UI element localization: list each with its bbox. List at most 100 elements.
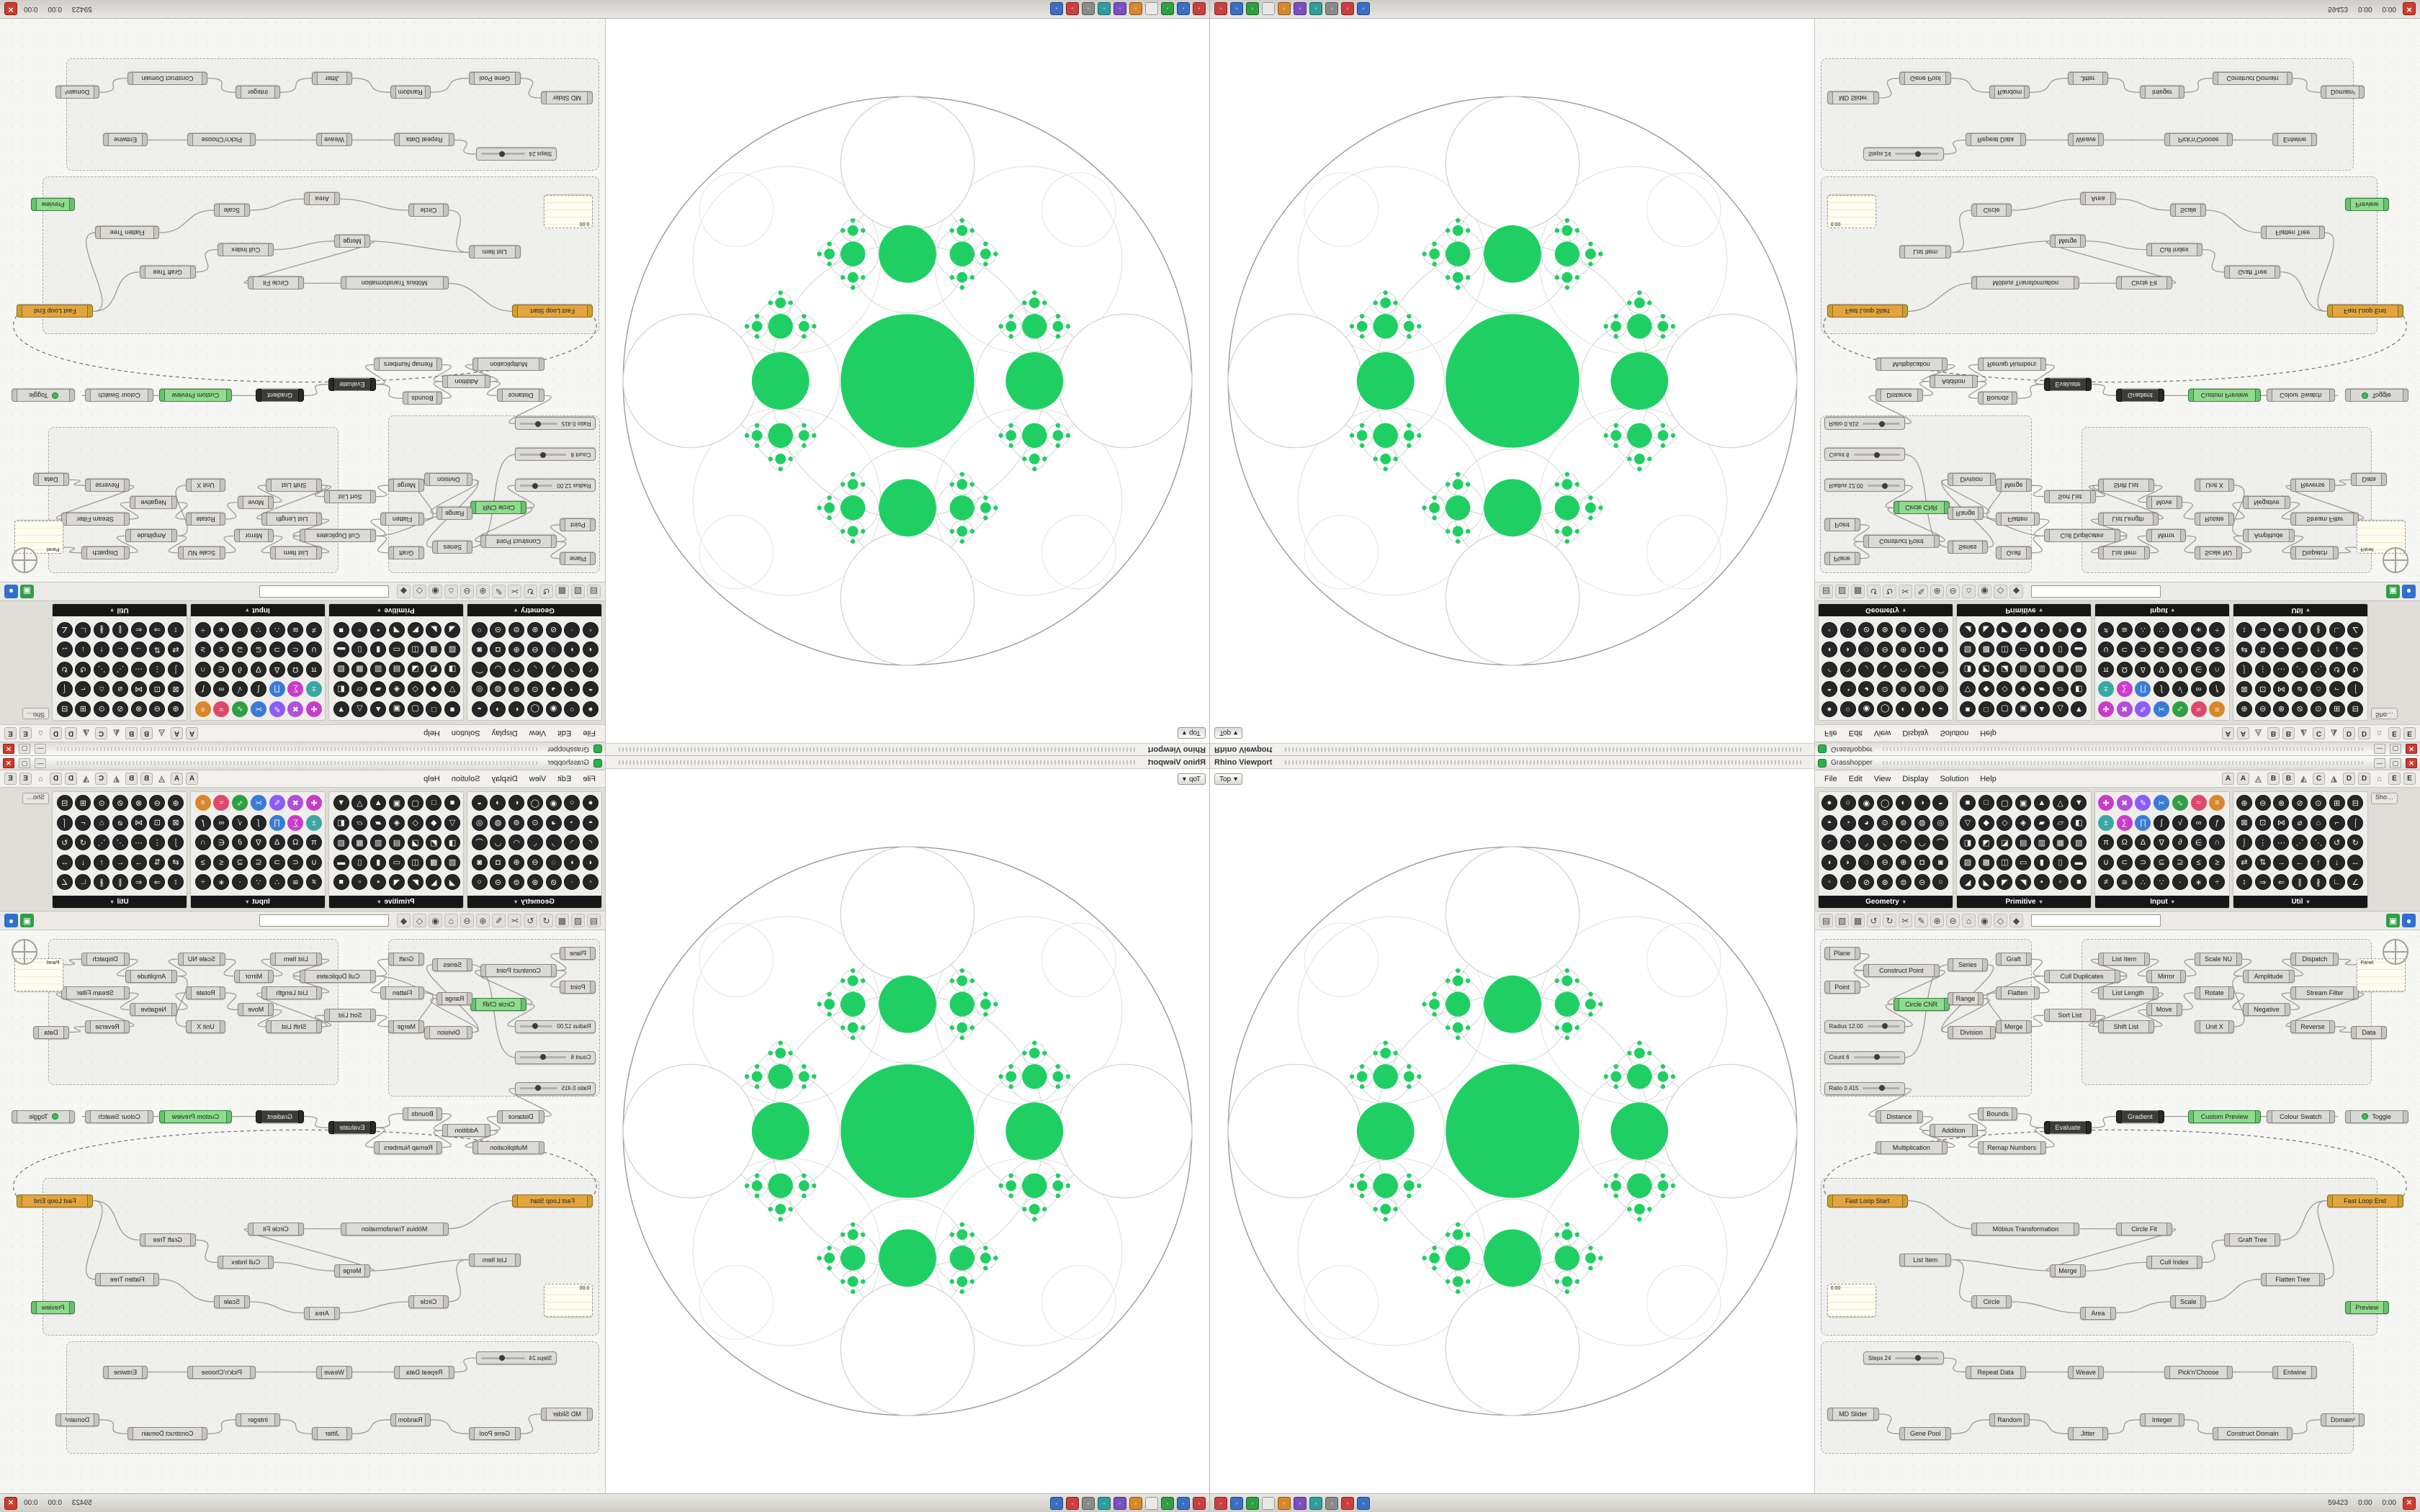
- component-node[interactable]: Division: [424, 473, 473, 487]
- slider-knob[interactable]: [1881, 1023, 1888, 1030]
- zoom-extents-icon[interactable]: ⌂: [444, 585, 458, 598]
- component-icon[interactable]: ◗: [1839, 854, 1856, 870]
- component-icon[interactable]: ⌒: [1932, 834, 1949, 851]
- component-icon[interactable]: ≤: [213, 854, 230, 870]
- component-node[interactable]: Reverse: [85, 479, 130, 492]
- component-icon[interactable]: ∪: [306, 854, 322, 870]
- component-node[interactable]: Entwine: [103, 1365, 148, 1379]
- component-icon[interactable]: □: [426, 701, 442, 717]
- component-icon[interactable]: ▪: [2033, 874, 2050, 891]
- component-icon[interactable]: ◎: [471, 681, 488, 698]
- component-icon[interactable]: ◔: [564, 681, 581, 698]
- close-button[interactable]: ✕: [2406, 744, 2417, 755]
- component-icon[interactable]: ⊡: [2254, 814, 2271, 831]
- number-slider-node[interactable]: Count 6: [1824, 1050, 1905, 1064]
- component-icon[interactable]: ⊘: [545, 874, 562, 891]
- component-icon[interactable]: ■: [333, 621, 349, 638]
- viewport-view-tab[interactable]: Top ▾: [1214, 727, 1243, 739]
- component-node[interactable]: Circle Fit: [2116, 276, 2172, 290]
- component-icon[interactable]: ⊘: [1858, 874, 1875, 891]
- component-node[interactable]: Möbius Transformation: [1971, 1222, 2080, 1236]
- cut-icon[interactable]: ✂: [1899, 914, 1912, 927]
- component-icon[interactable]: ∞: [213, 681, 230, 698]
- number-slider-node[interactable]: Ratio 0.415: [1824, 417, 1905, 431]
- zoom-in-icon[interactable]: ⊕: [476, 914, 490, 927]
- zoom-out-icon[interactable]: ⊖: [460, 585, 474, 598]
- component-node[interactable]: Circle Fit: [248, 1222, 304, 1236]
- component-icon[interactable]: ≅: [2116, 874, 2133, 891]
- component-icon[interactable]: ⊕: [508, 642, 525, 658]
- component-node[interactable]: Move: [238, 1003, 274, 1017]
- component-icon[interactable]: ▤: [2015, 834, 2032, 851]
- component-icon[interactable]: ▫: [2052, 874, 2069, 891]
- component-icon[interactable]: π: [2098, 661, 2114, 678]
- tab-letter-d[interactable]: D: [65, 773, 77, 785]
- component-node[interactable]: Cull Index: [2146, 1256, 2202, 1269]
- component-node[interactable]: Domain²: [2321, 86, 2365, 99]
- component-node[interactable]: Unit X: [2194, 1020, 2235, 1033]
- component-node[interactable]: Merge: [388, 1020, 425, 1033]
- taskbar-close-icon[interactable]: ✕: [4, 2, 17, 16]
- component-node[interactable]: Amplitude: [2242, 969, 2295, 983]
- component-icon[interactable]: ◍: [1914, 814, 1930, 831]
- component-icon[interactable]: ▱: [2052, 681, 2069, 698]
- tab-letter-a[interactable]: A: [171, 773, 183, 785]
- component-node[interactable]: Evaluate: [328, 1121, 377, 1135]
- taskbar-app-purple[interactable]: ◦: [1113, 1496, 1126, 1510]
- component-icon[interactable]: ◉: [545, 701, 562, 717]
- component-node[interactable]: List Length: [261, 986, 323, 999]
- component-icon[interactable]: ▫: [2052, 621, 2069, 638]
- slider-track[interactable]: [481, 151, 525, 158]
- component-icon[interactable]: ◆: [1978, 681, 1994, 698]
- component-node[interactable]: Multiplication: [472, 1140, 545, 1154]
- menu-item-view[interactable]: View: [529, 774, 547, 783]
- component-node[interactable]: Unit X: [185, 479, 226, 492]
- component-node[interactable]: Data: [32, 1025, 69, 1039]
- component-node[interactable]: Preview: [2344, 198, 2389, 212]
- component-icon[interactable]: ■: [2071, 621, 2087, 638]
- component-node[interactable]: Stream Filter: [2290, 986, 2360, 999]
- component-icon[interactable]: ⊡: [2254, 681, 2271, 698]
- component-node[interactable]: Pick'n'Choose: [2164, 1365, 2233, 1379]
- component-icon[interactable]: ⊠: [2236, 814, 2252, 831]
- component-node[interactable]: Pick'n'Choose: [187, 133, 256, 147]
- component-node[interactable]: Data: [2351, 1025, 2388, 1039]
- component-icon[interactable]: ◦: [1821, 621, 1837, 638]
- component-icon[interactable]: ÷: [2209, 874, 2226, 891]
- component-icon[interactable]: ⋯: [2273, 661, 2290, 678]
- component-icon[interactable]: ■: [1960, 701, 1976, 717]
- new-file-icon[interactable]: ▤: [1819, 585, 1833, 598]
- component-icon[interactable]: ◑: [490, 701, 506, 717]
- component-icon[interactable]: ▯: [2052, 854, 2069, 870]
- component-icon[interactable]: ▽: [1960, 681, 1976, 698]
- component-icon[interactable]: ▨: [1960, 854, 1976, 870]
- component-icon[interactable]: ⊠: [2236, 681, 2252, 698]
- component-icon[interactable]: □: [1978, 701, 1994, 717]
- component-icon[interactable]: ▰: [2033, 814, 2050, 831]
- sketch-icon[interactable]: ✎: [1914, 585, 1928, 598]
- open-file-icon[interactable]: ▧: [1835, 914, 1849, 927]
- component-icon[interactable]: ◎: [1932, 814, 1949, 831]
- component-icon[interactable]: ▬: [2071, 854, 2087, 870]
- component-node[interactable]: Graft: [388, 546, 425, 559]
- component-icon[interactable]: ∦: [94, 621, 110, 638]
- tab-letter-e[interactable]: E: [4, 773, 17, 785]
- component-icon[interactable]: ◉: [1858, 701, 1875, 717]
- tab-letter-b[interactable]: B: [140, 773, 153, 785]
- ribbon-show-button[interactable]: Sho…: [2371, 793, 2398, 804]
- slider-track[interactable]: [520, 420, 557, 427]
- component-icon[interactable]: ∠: [56, 874, 73, 891]
- component-icon[interactable]: ◟: [1877, 834, 1894, 851]
- component-icon[interactable]: ≠: [306, 621, 322, 638]
- menu-item-help[interactable]: Help: [1980, 729, 1996, 738]
- component-icon[interactable]: ◡: [490, 834, 506, 851]
- component-icon[interactable]: ⇅: [149, 854, 166, 870]
- component-icon[interactable]: ⋈: [130, 681, 147, 698]
- taskbar-app-purple[interactable]: ◦: [1294, 1496, 1307, 1510]
- component-icon[interactable]: ○: [564, 795, 581, 811]
- component-icon[interactable]: ≥: [2209, 854, 2226, 870]
- component-icon[interactable]: ∩: [194, 661, 211, 678]
- component-node[interactable]: Multiplication: [472, 358, 545, 372]
- component-node[interactable]: Fast Loop Start: [1827, 1194, 1908, 1207]
- component-icon[interactable]: ⇄: [2236, 642, 2252, 658]
